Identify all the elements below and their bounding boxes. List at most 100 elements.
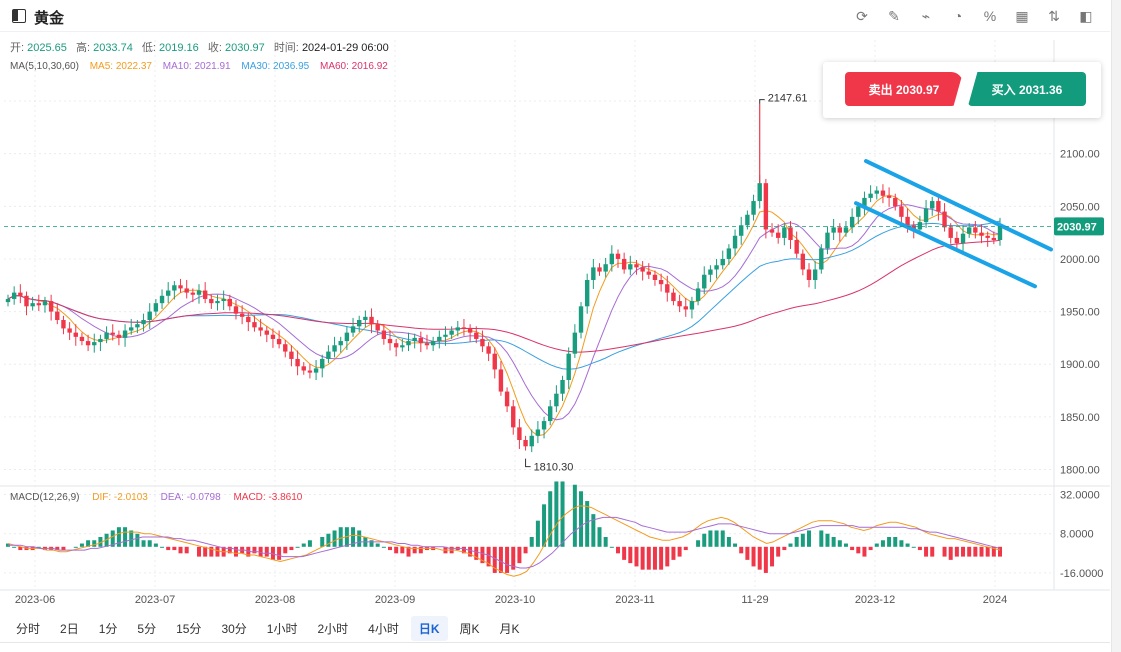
sell-button[interactable]: 卖出 2030.97 [845, 72, 963, 106]
ma-legend[interactable]: MA(5,10,30,60) MA5: 2022.37 MA10: 2021.9… [10, 61, 396, 72]
scrollbar[interactable] [1111, 0, 1121, 652]
macd-bar [973, 546, 978, 557]
candle [122, 330, 128, 338]
candle [209, 298, 214, 304]
indicator-icon[interactable]: ⌁ [921, 7, 931, 24]
period-selector: 分时 2日 1分 5分 15分 30分 1小时 2小时 4小时 日K 周K 月K [8, 616, 532, 641]
macd-bar [197, 546, 202, 557]
period-tab[interactable]: 周K [459, 622, 480, 636]
macd-bar [529, 537, 534, 547]
candle [658, 280, 664, 285]
macd-bar [708, 530, 713, 547]
price-tick-label: 1950.00 [1060, 307, 1100, 319]
macd-bar [92, 540, 97, 547]
candle [221, 298, 226, 302]
period-tab[interactable]: 4小时 [368, 622, 399, 636]
time-tick-label: 2023-11 [615, 594, 655, 606]
candle [621, 258, 627, 270]
candle [560, 380, 565, 394]
candle [960, 233, 966, 244]
refresh-icon[interactable]: ⟳ [856, 7, 868, 24]
macd-bar [264, 546, 269, 557]
price-tick-label: 1850.00 [1060, 412, 1100, 424]
time-tick-label: 2023-08 [255, 594, 295, 606]
candle [147, 311, 152, 320]
ma60-line [7, 239, 1001, 353]
macd-bar [591, 514, 596, 547]
macd-legend[interactable]: MACD(12,26,9) DIF: -2.0103 DEA: -0.0798 … [10, 492, 312, 503]
macd-bar [79, 543, 84, 547]
candle [344, 332, 350, 342]
draw-icon[interactable]: ✎ [888, 7, 900, 24]
candle [42, 301, 48, 306]
period-tab[interactable]: 30分 [221, 622, 247, 636]
macd-bar [73, 546, 78, 548]
candle [215, 301, 220, 304]
macd-bar [979, 546, 984, 557]
buy-button[interactable]: 买入 2031.36 [968, 72, 1086, 106]
grid-icon[interactable]: ▦ [1015, 7, 1029, 24]
open-value: 2025.65 [27, 42, 67, 54]
period-tab[interactable]: 2小时 [317, 622, 349, 636]
macd-bar [739, 546, 744, 554]
candle [141, 320, 146, 325]
period-tab[interactable]: 1分 [98, 622, 118, 636]
sidebar-toggle-icon[interactable] [12, 9, 26, 23]
period-tab[interactable]: 分时 [16, 622, 41, 636]
candle [184, 288, 189, 293]
macd-bar [806, 530, 811, 547]
macd-bar [862, 546, 867, 557]
candle [769, 229, 775, 233]
period-tab[interactable]: 月K [499, 622, 520, 636]
compare-icon[interactable]: ⇅ [1048, 7, 1060, 24]
candle [338, 341, 343, 346]
candle [979, 232, 984, 236]
macd-tick-label: 32.0000 [1060, 490, 1100, 502]
candle [92, 342, 97, 346]
macd-bar [548, 491, 553, 547]
candle [313, 368, 319, 373]
candle [196, 290, 202, 295]
candle [165, 290, 171, 296]
macd-bar [942, 546, 947, 557]
ma5-value: MA5: 2022.37 [89, 61, 152, 72]
candle [893, 197, 898, 207]
macd-bar [646, 546, 651, 570]
period-tab[interactable]: 15分 [176, 622, 202, 636]
price-chart[interactable]: 2150.002100.002050.002000.001950.001900.… [0, 0, 1110, 612]
candle [320, 358, 325, 369]
macd-bar [492, 546, 497, 573]
candle [775, 232, 781, 238]
macd-bar [714, 530, 719, 547]
candle [708, 269, 713, 275]
macd-bar [301, 543, 306, 547]
period-tab[interactable]: 1小时 [266, 622, 298, 636]
macd-bar [585, 501, 590, 547]
macd-bar [289, 546, 294, 551]
macd-bar [634, 546, 639, 567]
candle [474, 332, 479, 339]
period-tab[interactable]: 2日 [60, 622, 79, 636]
macd-bar [277, 546, 282, 560]
candle [880, 190, 886, 196]
period-tab[interactable]: 5分 [137, 622, 157, 636]
candle [905, 216, 910, 226]
candle [252, 322, 257, 328]
candle [806, 269, 812, 280]
pie-icon[interactable]: ◔ [953, 8, 963, 24]
macd-bar [184, 546, 189, 554]
macd-bar [640, 546, 645, 570]
layout-icon[interactable]: ◧ [1079, 7, 1093, 24]
macd-bar [757, 546, 762, 570]
percent-icon[interactable]: % [983, 8, 997, 24]
macd-bar [659, 546, 664, 570]
period-tab[interactable]: 日K [410, 616, 448, 641]
candle [480, 338, 485, 347]
candle [11, 292, 17, 299]
candle [665, 284, 670, 293]
macd-bar [893, 537, 898, 547]
candle [683, 306, 688, 310]
price-tick-label: 1900.00 [1060, 359, 1100, 371]
macd-bar [61, 546, 66, 551]
macd-bar [991, 546, 996, 557]
